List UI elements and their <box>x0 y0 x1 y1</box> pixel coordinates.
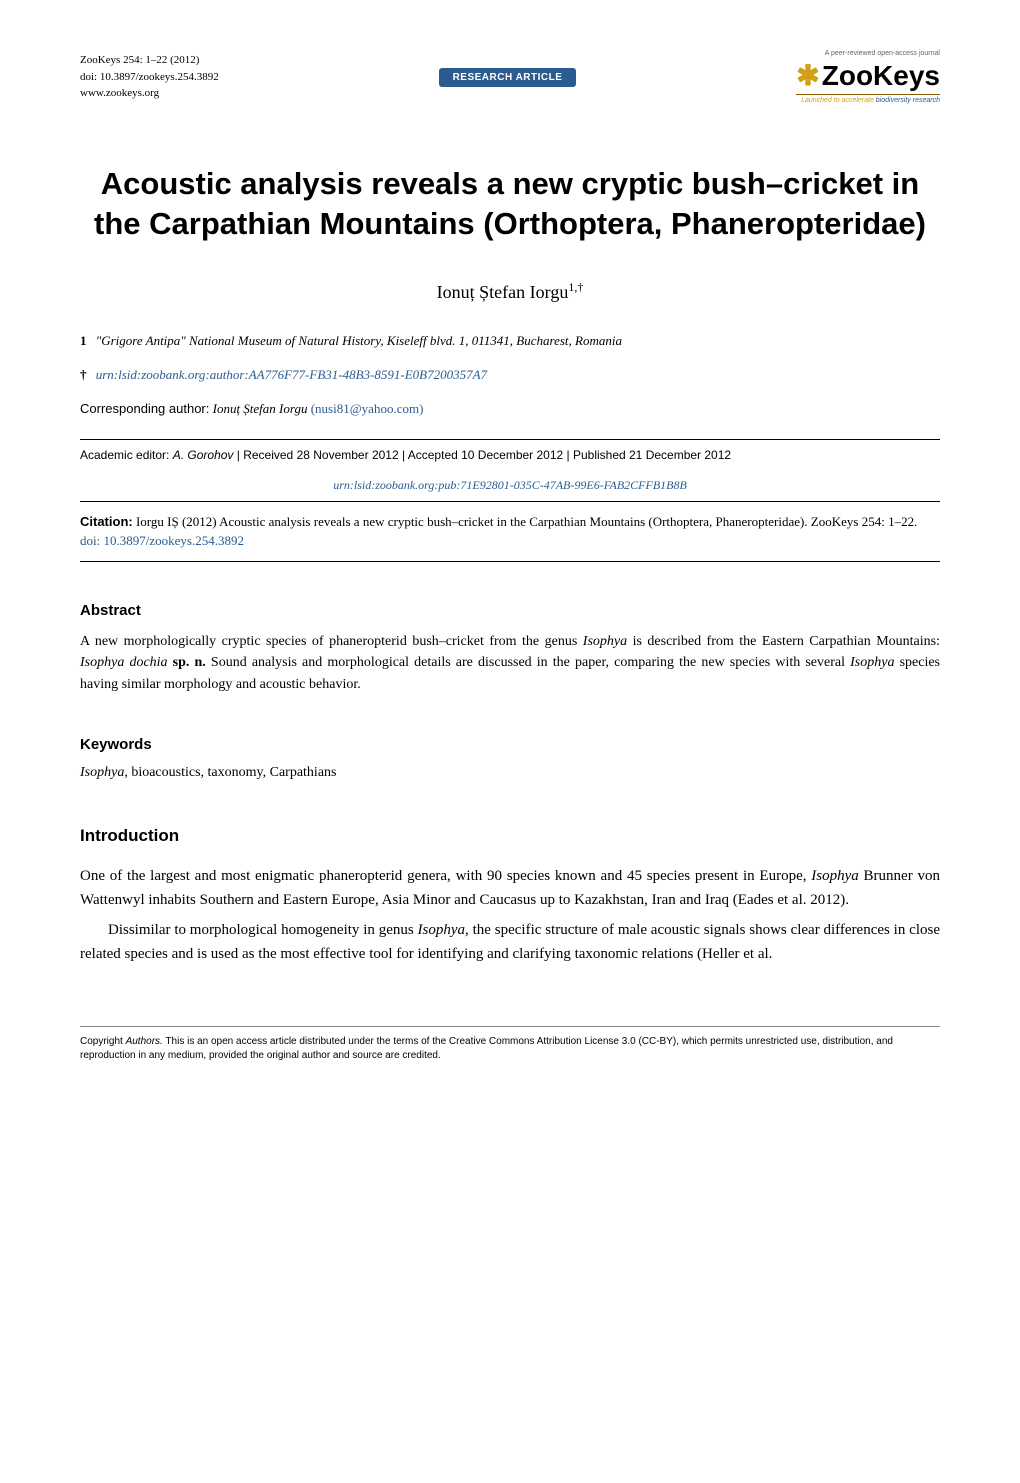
journal-citation: ZooKeys 254: 1–22 (2012) <box>80 52 219 69</box>
author-urn-line: † urn:lsid:zoobank.org:author:AA776F77-F… <box>80 367 940 383</box>
abstract-text: A new morphologically cryptic species of… <box>80 631 940 696</box>
citation-label: Citation: <box>80 514 133 529</box>
author-name: Ionuț Ștefan Iorgu <box>437 282 569 302</box>
logo-subline-orange: Launched to accelerate <box>801 97 874 104</box>
editor-dates-line: Academic editor: A. Gorohov | Received 2… <box>80 440 940 470</box>
intro-para-2: Dissimilar to morphological homogeneity … <box>80 918 940 966</box>
corresponding-author: Corresponding author: Ionuț Ștefan Iorgu… <box>80 401 940 417</box>
corresponding-name: Ionuț Ștefan Iorgu <box>213 401 308 416</box>
abstract-genus-2: Isophya <box>850 655 894 670</box>
keywords-rest: , bioacoustics, taxonomy, Carpathians <box>124 765 336 780</box>
logo-subline-blue: biodiversity research <box>874 97 940 104</box>
author-urn[interactable]: urn:lsid:zoobank.org:author:AA776F77-FB3… <box>96 367 487 382</box>
page-header: ZooKeys 254: 1–22 (2012) doi: 10.3897/zo… <box>80 50 940 104</box>
academic-editor-label: Academic editor: <box>80 448 169 462</box>
key-icon: ✱ <box>796 59 819 92</box>
doi-value: 10.3897/zookeys.254.3892 <box>103 533 243 548</box>
author-sup: 1,† <box>568 280 583 294</box>
divider <box>80 561 940 562</box>
citation-box: Citation: Iorgu IȘ (2012) Acoustic analy… <box>80 502 940 561</box>
header-left-block: ZooKeys 254: 1–22 (2012) doi: 10.3897/zo… <box>80 52 219 102</box>
corresponding-label: Corresponding author: <box>80 401 209 416</box>
logo-text: ✱ ZooKeys <box>796 59 940 92</box>
logo-name: ZooKeys <box>822 60 940 92</box>
abstract-spn: sp. n. <box>173 655 206 670</box>
editor-name: A. Gorohov <box>173 448 234 462</box>
keywords-heading: Keywords <box>80 736 940 753</box>
dates-text: | Received 28 November 2012 | Accepted 1… <box>233 448 731 462</box>
abstract-part-2: is described from the Eastern Carpathian… <box>627 634 940 649</box>
journal-url-link[interactable]: www.zookeys.org <box>80 87 159 99</box>
abstract-genus-1: Isophya <box>583 634 627 649</box>
publication-urn[interactable]: urn:lsid:zoobank.org:pub:71E92801-035C-4… <box>80 470 940 501</box>
affiliation-num: 1 <box>80 333 87 348</box>
abstract-part-6: Sound analysis and morphological details… <box>206 655 850 670</box>
abstract-species: Isophya dochia <box>80 655 168 670</box>
doi-line: doi: 10.3897/zookeys.254.3892 <box>80 69 219 86</box>
copyright-rest: This is an open access article distribut… <box>80 1036 893 1061</box>
logo-subline: Launched to accelerate biodiversity rese… <box>796 94 940 104</box>
intro-para-1: One of the largest and most enigmatic ph… <box>80 864 940 912</box>
copyright-footer: Copyright Authors. This is an open acces… <box>80 1026 940 1063</box>
intro-p2-part-0: Dissimilar to morphological homogeneity … <box>108 922 418 938</box>
abstract-part-0: A new morphologically cryptic species of… <box>80 634 583 649</box>
keywords-text: Isophya, bioacoustics, taxonomy, Carpath… <box>80 765 940 781</box>
introduction-heading: Introduction <box>80 826 940 846</box>
intro-p2-genus: Isophya <box>418 922 466 938</box>
copyright-authors: Authors. <box>126 1036 163 1047</box>
article-type-badge: RESEARCH ARTICLE <box>439 68 577 87</box>
copyright-prefix: Copyright <box>80 1036 126 1047</box>
keywords-genus: Isophya <box>80 765 124 780</box>
affiliation-text: "Grigore Antipa" National Museum of Natu… <box>96 333 622 348</box>
logo-tagline: A peer-reviewed open-access journal <box>796 50 940 57</box>
citation-doi[interactable]: doi: 10.3897/zookeys.254.3892 <box>80 533 244 548</box>
author-line: Ionuț Ștefan Iorgu1,† <box>80 280 940 303</box>
doi-prefix: doi: <box>80 533 103 548</box>
article-title: Acoustic analysis reveals a new cryptic … <box>80 164 940 245</box>
intro-p1-part-0: One of the largest and most enigmatic ph… <box>80 868 811 884</box>
abstract-heading: Abstract <box>80 602 940 619</box>
intro-p1-genus: Isophya <box>811 868 859 884</box>
corresponding-email[interactable]: (nusi81@yahoo.com) <box>311 401 424 416</box>
journal-logo: A peer-reviewed open-access journal ✱ Zo… <box>796 50 940 104</box>
affiliation: 1 "Grigore Antipa" National Museum of Na… <box>80 333 940 349</box>
citation-text: Iorgu IȘ (2012) Acoustic analysis reveal… <box>133 514 918 529</box>
dagger-symbol: † <box>80 367 87 382</box>
